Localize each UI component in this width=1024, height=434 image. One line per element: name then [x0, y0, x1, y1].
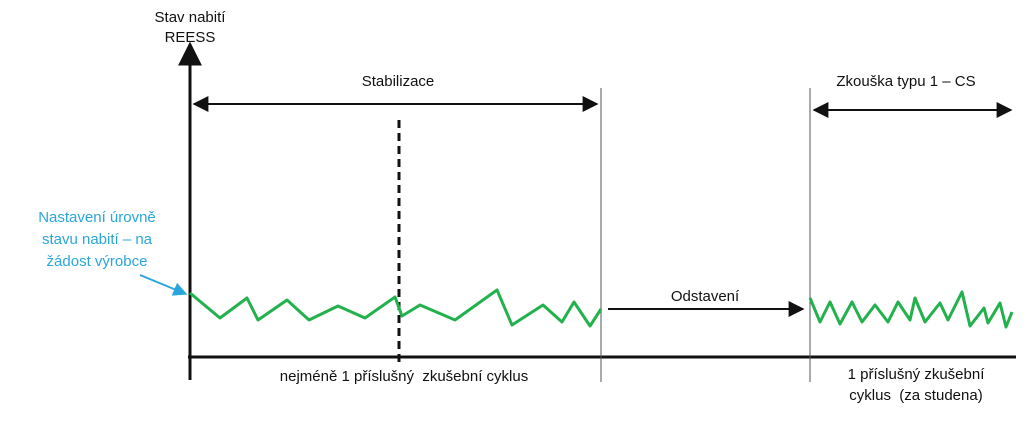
- phase-label: Stabilizace: [362, 73, 435, 90]
- phase-label: Zkouška typu 1 – CS: [836, 73, 975, 90]
- annotation-pointer: [139, 274, 188, 296]
- soc-trace: [189, 288, 603, 328]
- annotation: žádost výrobce: [47, 253, 148, 270]
- axis-label: Stav nabití: [155, 9, 227, 26]
- phase-label: Odstavení: [671, 288, 740, 305]
- bottom-label: cyklus (za studena): [849, 387, 982, 404]
- bottom-label: 1 příslušný zkušební: [848, 366, 986, 383]
- bottom-label: nejméně 1 příslušný zkušební cyklus: [280, 368, 528, 385]
- soc-trace: [808, 290, 1014, 329]
- annotation: stavu nabití – na: [42, 231, 153, 248]
- annotation: Nastavení úrovně: [38, 209, 156, 226]
- axis-label: REESS: [165, 29, 216, 46]
